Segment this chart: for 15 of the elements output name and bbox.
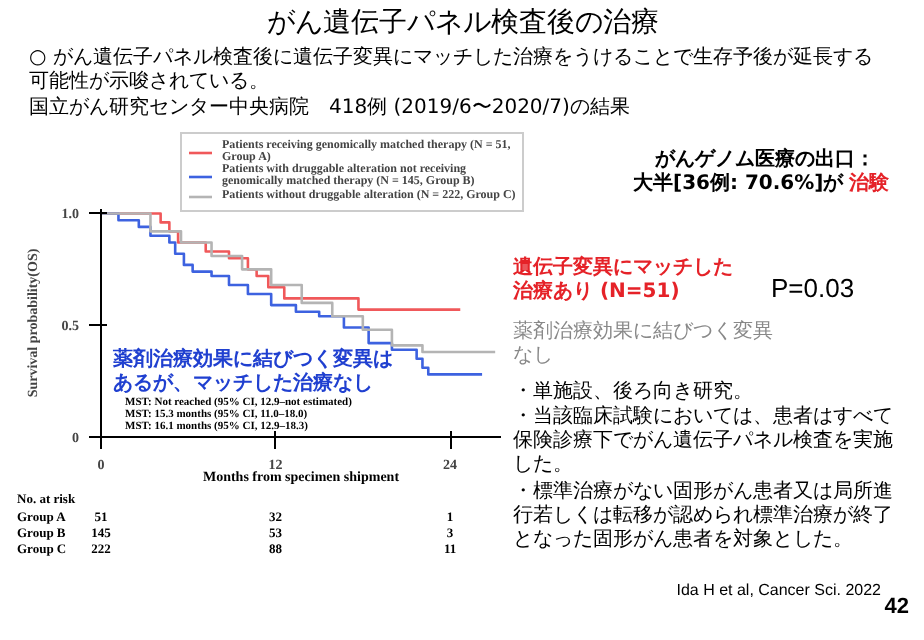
text: 42 bbox=[884, 595, 910, 619]
text: がんゲノム医療の出口： bbox=[653, 147, 875, 171]
text: ・標準治療がない固形がん患者又は局所進行若しくは転移が認められ標準治療が終了となった固形がん患者を対象とした。 bbox=[513, 479, 893, 552]
chart-title: がん遺伝子パネル検査後の治療 bbox=[267, 7, 659, 39]
text: ・単施設、後ろ向き研究。 bbox=[513, 379, 753, 403]
annotation: 薬剤治療効果に結びつく変異はあるが、マッチした治療なし bbox=[111, 347, 393, 396]
text: P=0.03 bbox=[771, 273, 855, 303]
text: Ida H et al, Cancer Sci. 2022 bbox=[676, 581, 883, 599]
text: 大半[36例: 70.6%]が bbox=[631, 171, 846, 195]
text: 薬剤治療効果に結びつく変異なし bbox=[513, 319, 773, 368]
text: 治験 bbox=[847, 171, 891, 195]
text: 国立がん研究センター中央病院 418例 (2019/6〜2020/7)の結果 bbox=[29, 95, 630, 119]
text: ・当該臨床試験においては、患者はすべて保険診療下でがん遺伝子パネル検査を実施した。 bbox=[513, 404, 893, 477]
text: 遺伝子変異にマッチした治療あり (N=51) bbox=[511, 255, 733, 304]
text: ○ がん遺伝子パネル検査後に遺伝子変異にマッチした治療をうけることで生存予後が延長する可能性が示唆されている。 bbox=[29, 45, 873, 94]
